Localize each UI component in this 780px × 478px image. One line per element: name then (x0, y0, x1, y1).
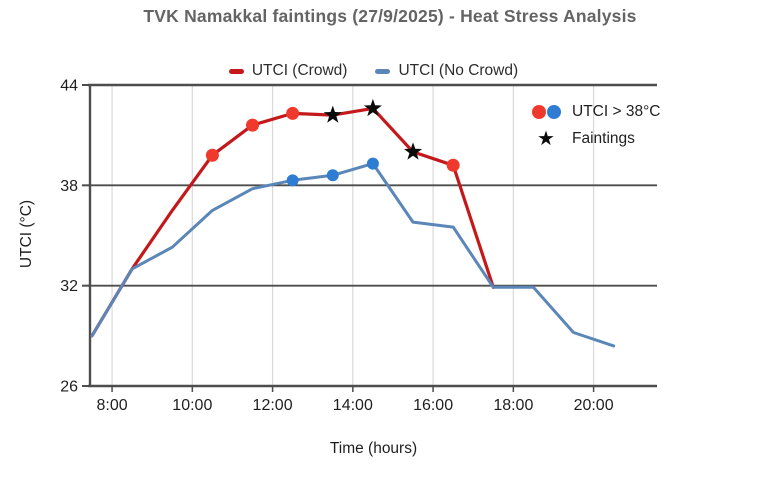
x-tick-label: 18:00 (493, 397, 533, 414)
fainting-star-marker (323, 105, 342, 123)
fainting-star-marker (404, 142, 423, 160)
x-tick-label: 8:00 (96, 397, 127, 414)
data-point-marker (446, 158, 460, 172)
x-tick-label: 10:00 (172, 397, 212, 414)
data-point-marker (366, 157, 379, 170)
no-crowd-line-swatch-icon (375, 68, 391, 74)
x-tick-label: 12:00 (253, 397, 293, 414)
red-dot-icon (531, 104, 546, 119)
legend-item-no-crowd[interactable]: UTCI (No Crowd) (375, 62, 518, 80)
y-tick-label: 26 (60, 379, 78, 396)
x-axis-title: Time (hours) (329, 440, 418, 457)
data-point-marker (286, 106, 300, 120)
in-plot-legend: UTCI > 38°C ★ Faintings (528, 98, 660, 152)
legend-label-no-crowd: UTCI (No Crowd) (398, 62, 519, 79)
data-point-marker (205, 148, 219, 162)
blue-dot-icon (546, 104, 561, 119)
hot-points-label: UTCI > 38°C (572, 102, 661, 120)
data-point-marker (246, 118, 260, 132)
y-tick-label: 32 (60, 278, 78, 295)
hot-dots-icons (528, 104, 564, 119)
crowd-line-swatch-icon (228, 68, 244, 74)
legend: UTCI (Crowd) UTCI (No Crowd) (90, 61, 657, 81)
legend-item-crowd[interactable]: UTCI (Crowd) (228, 62, 348, 80)
legend-label-crowd: UTCI (Crowd) (251, 62, 348, 79)
hot-points-legend-row: UTCI > 38°C (528, 98, 660, 125)
x-tick-label: 20:00 (574, 397, 614, 414)
data-point-marker (326, 169, 339, 182)
faintings-legend-row: ★ Faintings (528, 125, 660, 152)
data-point-marker (286, 174, 299, 187)
x-tick-label: 14:00 (333, 397, 373, 414)
star-icon: ★ (537, 127, 555, 150)
y-tick-label: 38 (60, 178, 78, 195)
x-tick-label: 16:00 (413, 397, 453, 414)
y-tick-label: 44 (60, 78, 78, 95)
series-line-no-crowd (90, 162, 616, 348)
faintings-label: Faintings (572, 129, 635, 147)
fainting-star-marker (363, 98, 382, 117)
chart-title: TVK Namakkal faintings (27/9/2025) - Hea… (143, 6, 637, 26)
star-icon-wrap: ★ (528, 129, 564, 149)
